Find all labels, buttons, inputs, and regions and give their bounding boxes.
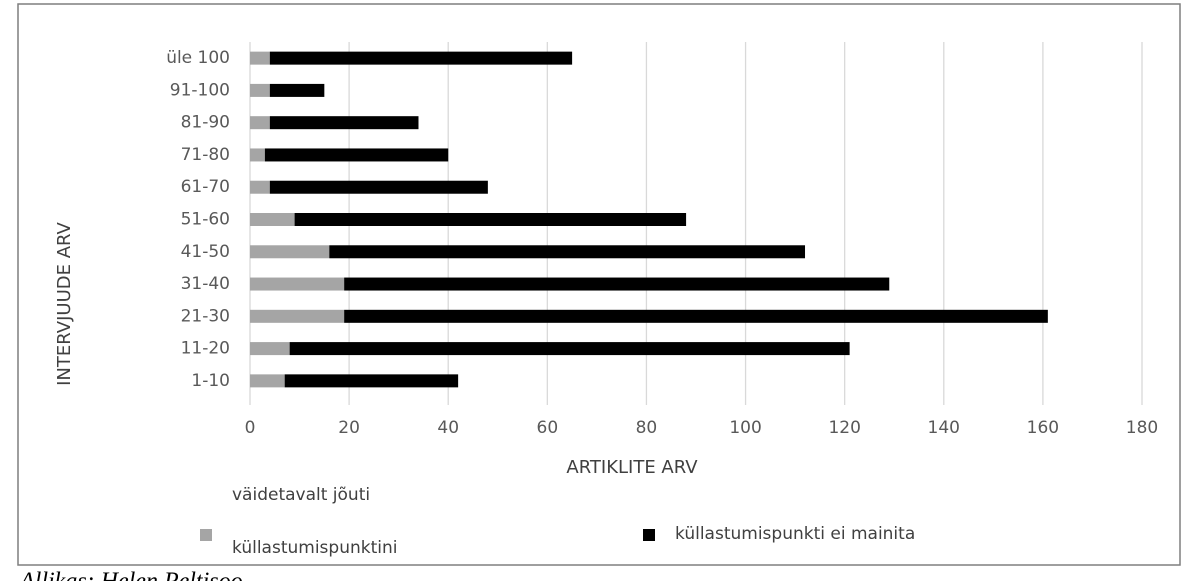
legend-swatch [200,529,212,541]
x-tick-label: 100 [729,418,761,438]
bar-segment [264,148,449,162]
x-axis-title: ARTIKLITE ARV [566,457,698,478]
y-tick-label: 71-80 [181,145,230,165]
x-tick-label: 160 [1027,418,1059,438]
bar-segment [344,309,1048,323]
bar-segment [284,374,459,388]
x-tick-label: 60 [537,418,559,438]
bar-segment [294,213,687,226]
bar-segment [250,245,330,259]
legend-label: küllastumispunkti ei mainita [675,524,915,544]
y-tick-label: üle 100 [166,48,230,68]
bar-segment [344,277,890,291]
y-tick-label: 91-100 [170,80,230,100]
x-tick-label: 120 [828,418,860,438]
y-tick-label: 51-60 [181,210,230,230]
y-tick-label: 31-40 [181,274,230,294]
y-axis-title: INTERVJUUDE ARV [54,221,75,385]
y-tick-label: 41-50 [181,242,230,262]
bar-segment [250,51,270,65]
legend-swatch [643,529,655,541]
bar-segment [269,51,573,65]
x-tick-label: 140 [928,418,960,438]
bar-segment [250,277,345,291]
bar-segment [269,116,419,130]
x-tick-label: 80 [636,418,658,438]
bar-segment [289,342,850,356]
bar-segment [269,180,488,194]
bar-segment [250,116,270,130]
y-tick-label: 61-70 [181,177,230,197]
y-tick-label: 81-90 [181,113,230,133]
x-tick-label: 20 [338,418,360,438]
source-note: Allikas: Helen Peltisoo [18,569,243,581]
legend-label: väidetavalt jõuti küllastumispunktini [232,485,397,558]
x-tick-label: 180 [1126,418,1158,438]
x-tick-label: 40 [437,418,459,438]
bar-segment [250,83,270,97]
y-tick-label: 11-20 [181,339,230,359]
y-tick-label: 21-30 [181,306,230,326]
bar-segment [250,148,265,162]
y-tick-label: 1-10 [191,371,230,391]
bar-segment [269,83,325,97]
bar-segment [250,342,290,356]
bar-segment [250,374,285,388]
bar-segment [250,309,345,323]
bar-segment [329,245,806,259]
bar-segment [250,180,270,194]
x-tick-label: 0 [245,418,256,438]
bar-segment [250,213,295,226]
